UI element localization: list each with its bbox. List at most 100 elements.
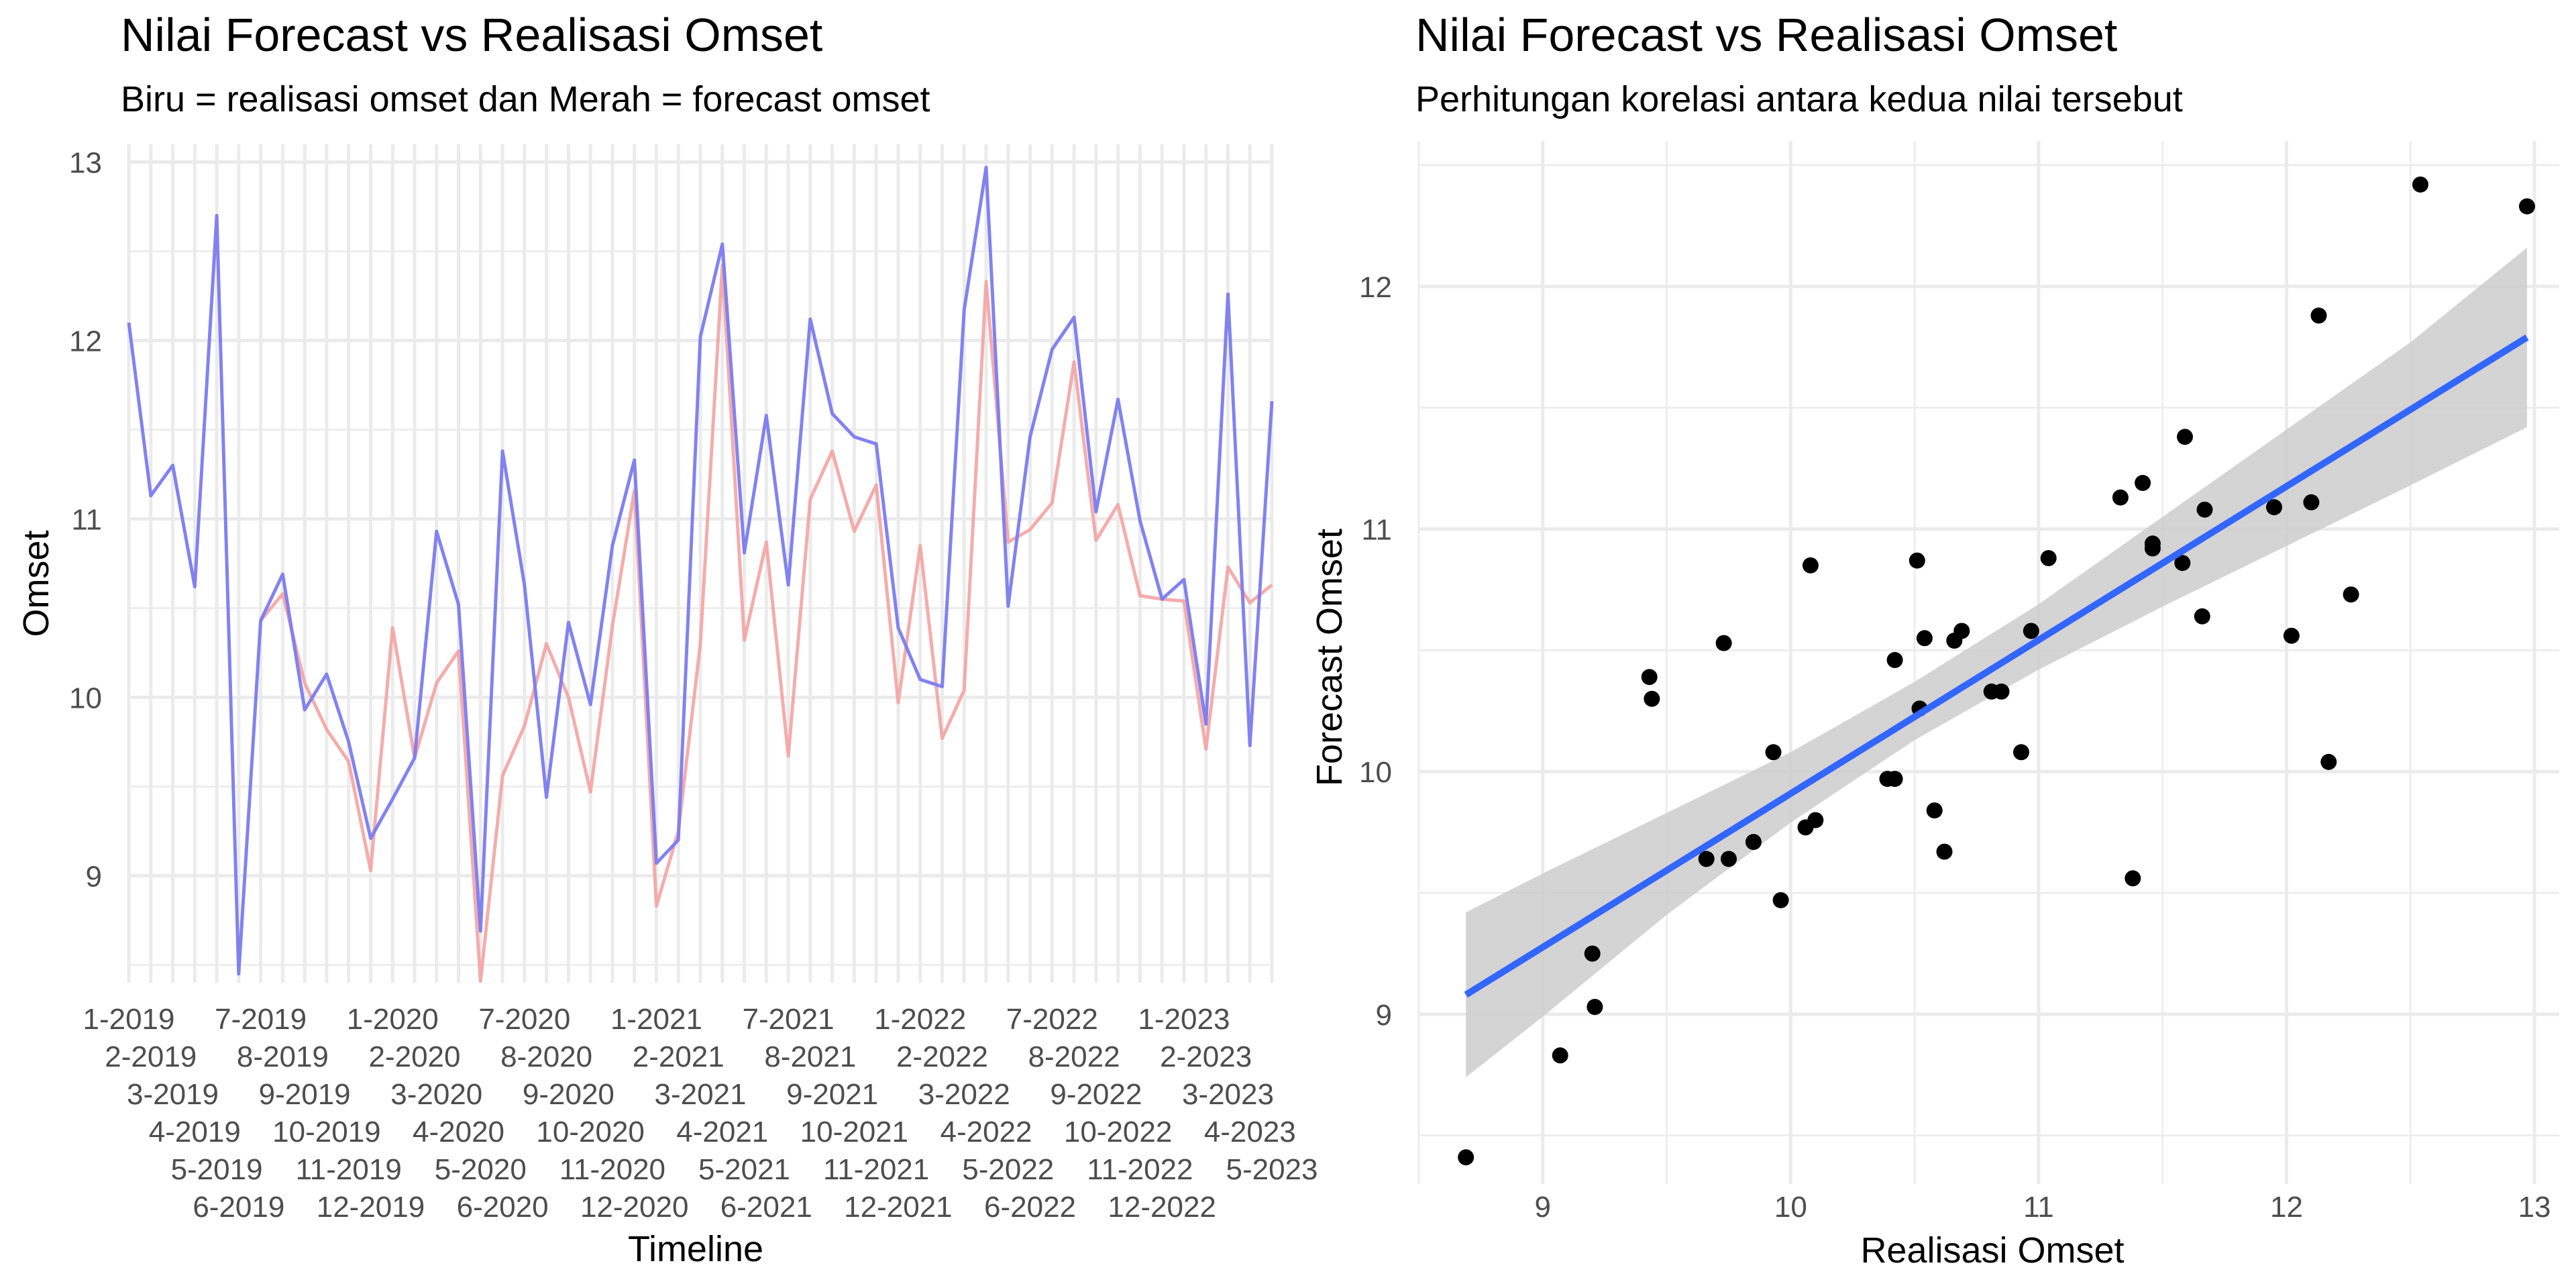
data-point <box>1886 651 1903 668</box>
data-point <box>2144 540 2161 557</box>
x-tick-label: 2-2022 <box>896 1040 988 1073</box>
data-point <box>1584 945 1601 962</box>
data-point <box>1993 683 2010 700</box>
scatter-chart-y-label: Forecast Omset <box>1309 529 1350 786</box>
x-tick-label: 5-2022 <box>962 1153 1054 1186</box>
x-tick-label: 12-2020 <box>580 1191 688 1224</box>
scatter-chart-fit-line <box>1464 334 2529 998</box>
x-tick-label: 11-2021 <box>823 1153 929 1186</box>
x-tick-label: 8-2020 <box>500 1040 592 1073</box>
line-chart-y-ticks: 9 10 11 12 13 <box>69 147 102 894</box>
x-tick-label: 4-2023 <box>1204 1116 1296 1148</box>
x-tick-label: 12-2021 <box>844 1191 952 1224</box>
y-tick-label: 11 <box>71 504 102 537</box>
data-point <box>1552 1047 1568 1064</box>
data-point <box>1936 843 1953 860</box>
x-tick-label: 1-2019 <box>83 1003 174 1036</box>
data-point <box>2320 753 2337 770</box>
scatter-chart-title: Nilai Forecast vs Realisasi Omset <box>1415 9 2117 61</box>
x-tick-label: 9-2021 <box>786 1078 878 1111</box>
x-tick-label: 8-2019 <box>237 1040 329 1073</box>
x-tick-label: 9-2022 <box>1050 1078 1142 1111</box>
data-point <box>1745 834 1762 851</box>
data-point <box>2013 744 2029 761</box>
x-tick-label: 7-2019 <box>215 1003 307 1036</box>
y-tick-label: 9 <box>1376 999 1392 1032</box>
x-tick-label: 7-2021 <box>743 1003 835 1036</box>
x-tick-label: 1-2021 <box>610 1003 702 1036</box>
scatter-chart-points <box>1458 176 2535 1166</box>
y-tick-label: 12 <box>1359 271 1392 304</box>
x-tick-label: 2-2019 <box>105 1040 197 1073</box>
x-tick-label: 3-2022 <box>918 1078 1010 1111</box>
scatter-chart-panel: Nilai Forecast vs Realisasi Omset Perhit… <box>1309 9 2559 1271</box>
data-point <box>1886 771 1903 788</box>
x-tick-label: 12-2019 <box>317 1191 425 1224</box>
x-tick-label: 1-2023 <box>1138 1003 1230 1036</box>
line-chart-panel: Nilai Forecast vs Realisasi Omset Biru =… <box>16 9 1318 1269</box>
y-tick-label: 9 <box>86 860 102 893</box>
x-tick-label: 4-2022 <box>940 1116 1032 1148</box>
line-chart-x-label: Timeline <box>628 1229 763 1269</box>
x-tick-label: 11 <box>2023 1191 2054 1224</box>
x-tick-label: 9-2019 <box>259 1078 351 1111</box>
data-point <box>2194 608 2210 625</box>
data-point <box>2196 501 2213 518</box>
x-tick-label: 6-2019 <box>193 1191 284 1224</box>
x-tick-label: 5-2021 <box>698 1153 790 1186</box>
data-point <box>1765 744 1782 761</box>
x-tick-label: 10 <box>1774 1191 1807 1224</box>
y-tick-label: 11 <box>1361 514 1392 547</box>
data-point <box>1916 630 1933 647</box>
scatter-chart-gridlines <box>1417 141 2559 1184</box>
y-tick-label: 10 <box>69 682 102 714</box>
x-tick-label: 10-2021 <box>800 1116 908 1148</box>
scatter-chart-x-ticks: 9 10 11 12 13 <box>1535 1191 2551 1224</box>
x-tick-label: 3-2021 <box>654 1078 746 1111</box>
x-tick-label: 2-2023 <box>1160 1040 1252 1073</box>
x-tick-label: 3-2020 <box>390 1078 482 1111</box>
regression-line <box>1464 334 2529 998</box>
data-point <box>2125 870 2141 887</box>
x-tick-label: 6-2020 <box>457 1191 549 1224</box>
x-tick-label: 13 <box>2518 1191 2551 1224</box>
x-tick-label: 11-2019 <box>296 1153 402 1186</box>
x-tick-label: 2-2020 <box>368 1040 460 1073</box>
data-point <box>2112 489 2129 506</box>
data-point <box>2303 494 2320 511</box>
data-point <box>2174 555 2191 572</box>
data-point <box>2283 627 2300 644</box>
x-tick-label: 12-2022 <box>1108 1191 1216 1224</box>
x-tick-label: 10-2020 <box>536 1116 644 1148</box>
data-point <box>1721 851 1737 867</box>
x-tick-label: 4-2020 <box>413 1116 504 1148</box>
data-point <box>1802 557 1819 574</box>
x-tick-label: 6-2021 <box>720 1191 812 1224</box>
data-point <box>1909 552 1925 569</box>
scatter-chart-x-label: Realisasi Omset <box>1860 1230 2124 1271</box>
x-tick-label: 8-2022 <box>1028 1040 1120 1073</box>
x-tick-label: 1-2020 <box>347 1003 439 1036</box>
data-point <box>1772 892 1789 908</box>
x-tick-label: 9 <box>1535 1191 1551 1224</box>
x-tick-label: 12 <box>2270 1191 2303 1224</box>
x-tick-label: 5-2023 <box>1226 1153 1318 1186</box>
data-point <box>2266 499 2282 516</box>
y-tick-label: 12 <box>69 325 102 358</box>
x-tick-label: 6-2022 <box>984 1191 1076 1224</box>
data-point <box>1807 812 1824 828</box>
data-point <box>2310 307 2327 324</box>
x-tick-label: 9-2020 <box>523 1078 614 1111</box>
data-point <box>1587 999 1603 1015</box>
x-tick-label: 4-2019 <box>149 1116 241 1148</box>
x-tick-label: 4-2021 <box>676 1116 768 1148</box>
x-tick-label: 5-2019 <box>171 1153 263 1186</box>
data-point <box>1926 802 1943 819</box>
data-point <box>1715 635 1732 651</box>
x-tick-label: 5-2020 <box>435 1153 527 1186</box>
x-tick-label: 1-2022 <box>874 1003 966 1036</box>
line-chart-y-label: Omset <box>16 530 56 637</box>
x-tick-label: 7-2022 <box>1006 1003 1098 1036</box>
x-tick-label: 7-2020 <box>478 1003 570 1036</box>
